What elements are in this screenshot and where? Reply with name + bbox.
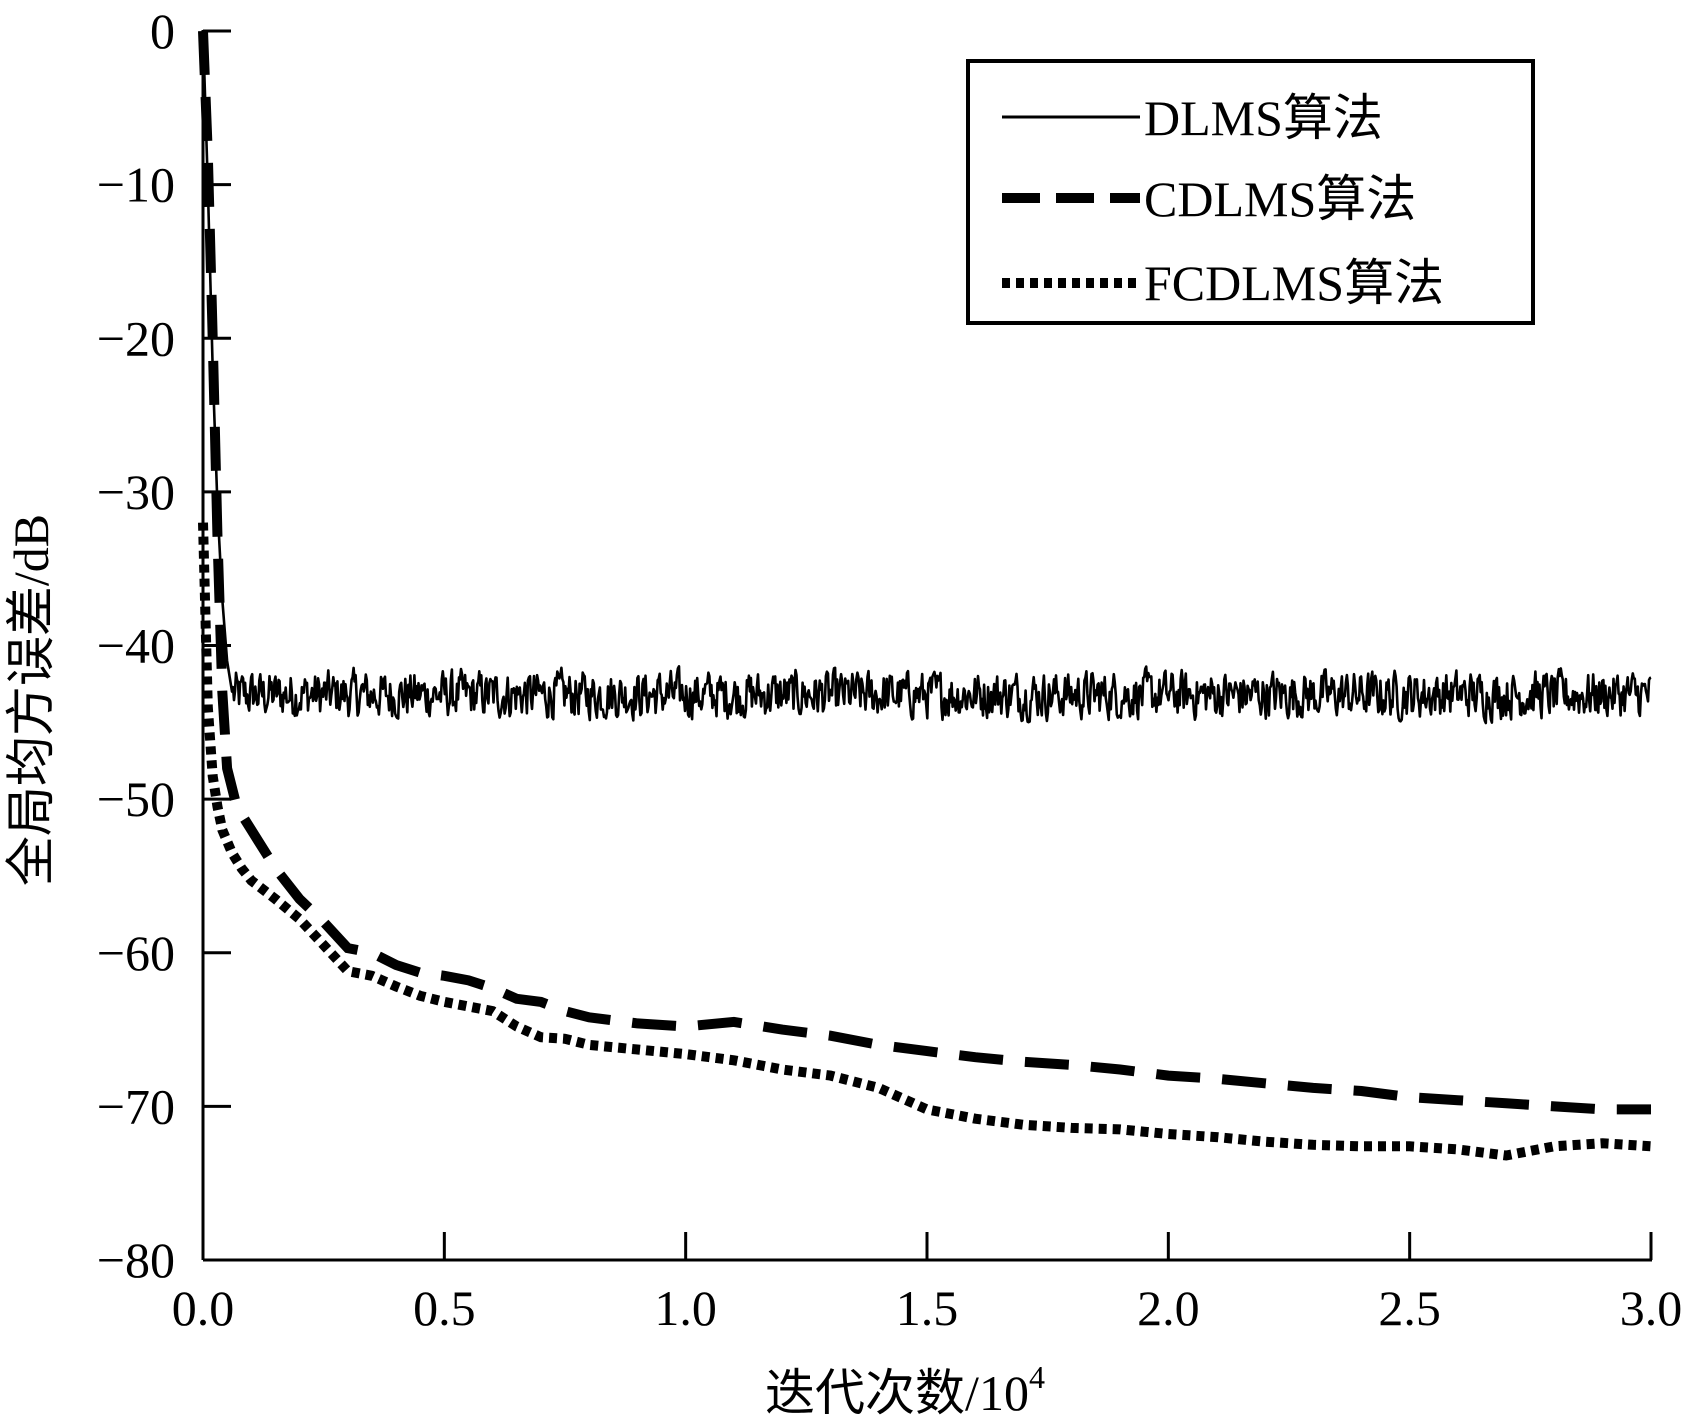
- legend-label-dlms: DLMS算法: [1144, 90, 1383, 146]
- y-tick-label: −60: [97, 925, 175, 981]
- series-layer: [198, 30, 1652, 1161]
- x-tick-label: 2.0: [1137, 1280, 1200, 1336]
- y-axis-label: 全局均方误差/dB: [3, 514, 59, 886]
- series-line-cdlms: [198, 30, 1651, 1115]
- legend-label-cdlms: CDLMS算法: [1144, 171, 1416, 227]
- y-tick-label: −10: [97, 157, 175, 213]
- x-tick-label: 3.0: [1620, 1280, 1683, 1336]
- x-axis-label-superscript: 4: [1029, 1359, 1045, 1395]
- y-tick-label: −30: [97, 464, 175, 520]
- y-tick-label: −80: [97, 1232, 175, 1288]
- ticks-layer: 0 −10 −20 −30 −40 −50 −60 −70 −800.0 0.5 1.0 1.5 2.0…: [97, 3, 1682, 1336]
- x-axis-label: 迭代次数/104: [765, 1359, 1045, 1421]
- y-tick-label: −20: [97, 310, 175, 366]
- y-tick-label: 0: [150, 3, 175, 59]
- legend-label-fcdlms: FCDLMS算法: [1144, 255, 1444, 311]
- legend: DLMS算法 CDLMS算法 FCDLMS算法: [966, 59, 1535, 325]
- y-tick-label: −70: [97, 1078, 175, 1134]
- x-tick-label: 1.5: [896, 1280, 959, 1336]
- x-tick-label: 1.0: [654, 1280, 717, 1336]
- x-tick-label: 0.0: [172, 1280, 235, 1336]
- series-line-dlms: [201, 30, 1652, 725]
- x-tick-label: 0.5: [413, 1280, 476, 1336]
- y-tick-label: −50: [97, 771, 175, 827]
- y-tick-label: −40: [97, 618, 175, 674]
- x-tick-label: 2.5: [1378, 1280, 1441, 1336]
- x-axis-label-text: 迭代次数/10: [765, 1365, 1029, 1421]
